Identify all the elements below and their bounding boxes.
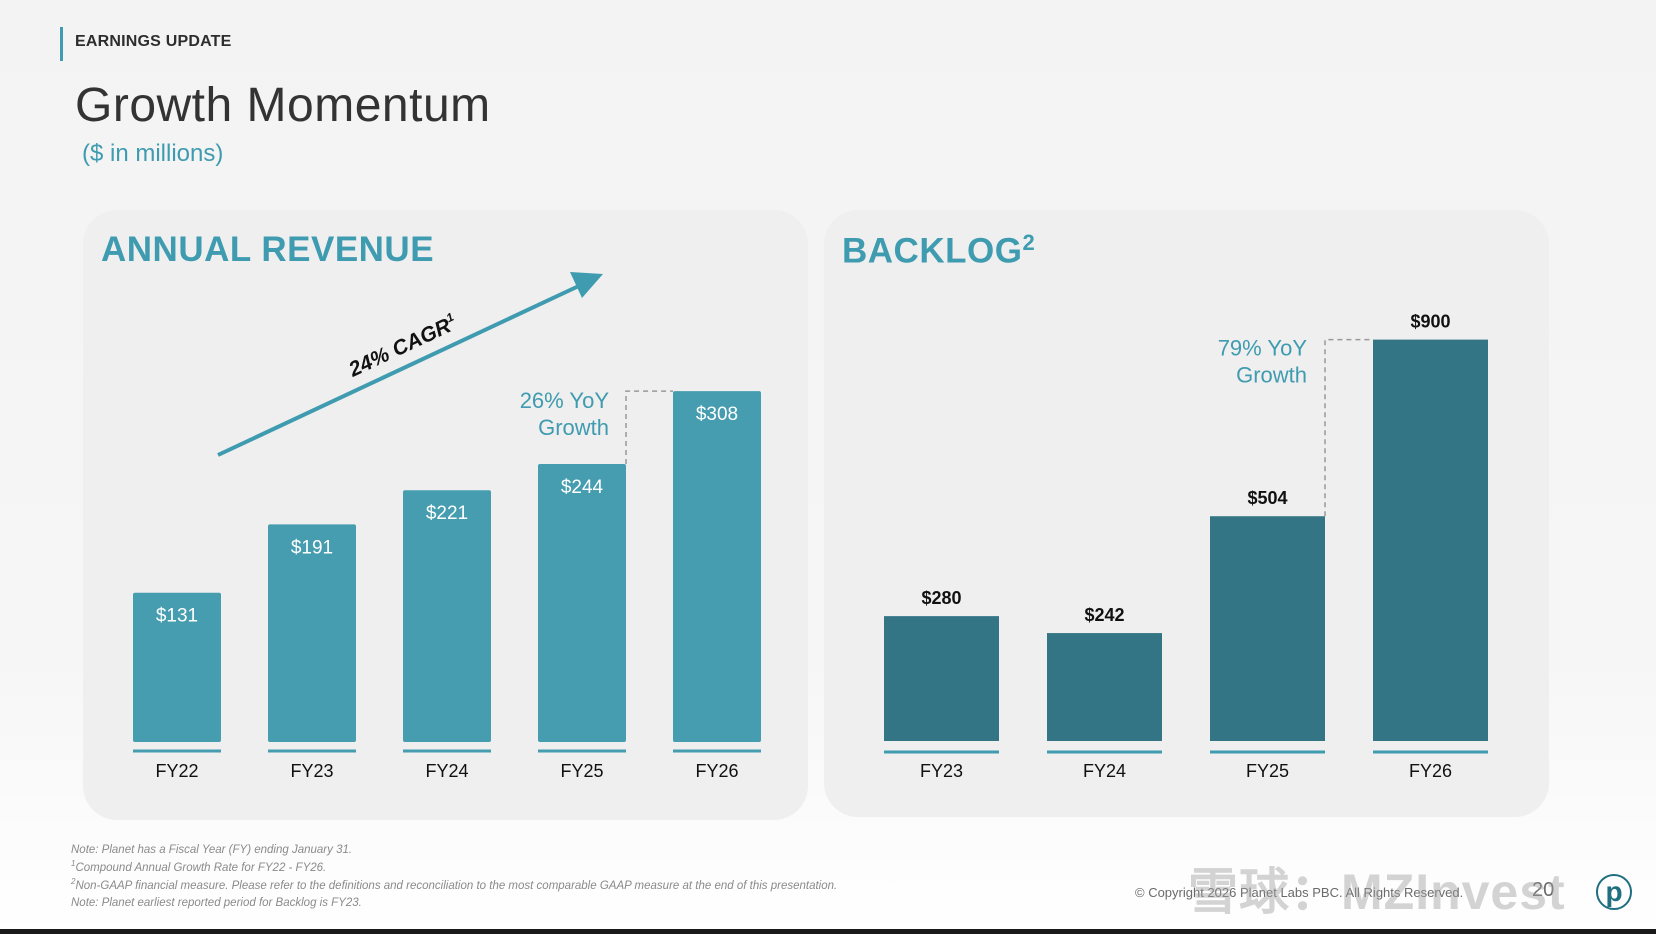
kicker-accent-bar: [60, 27, 63, 61]
revenue-bar: [133, 592, 221, 742]
footnote-text: Non-GAAP financial measure. Please refer…: [75, 879, 838, 892]
backlog-bar: [1373, 339, 1488, 741]
backlog-bar-label: $242: [1084, 605, 1124, 625]
backlog-bar-label: $280: [921, 588, 961, 608]
page-title: Growth Momentum: [75, 79, 491, 132]
footnote-line: 2Non-GAAP financial measure. Please refe…: [71, 875, 837, 893]
backlog-category-label: FY26: [1409, 761, 1452, 781]
revenue-category-label: FY22: [155, 761, 198, 781]
revenue-bar-label: $221: [426, 503, 468, 524]
cagr-label: 24% CAGR1: [344, 310, 461, 382]
revenue-bar: [673, 391, 761, 742]
copyright-text: © Copyright 2026 Planet Labs PBC. All Ri…: [1135, 885, 1464, 900]
backlog-bar: [884, 616, 999, 741]
revenue-yoy-bracket: [625, 390, 673, 464]
revenue-yoy-line1: 26% YoY: [520, 388, 610, 413]
footnote-marker: 1: [71, 858, 76, 868]
backlog-bar-label: $900: [1410, 312, 1450, 332]
backlog-chart: $280 FY23 $242 FY24 $504 FY25 $900 FY26 79% YoYG…: [884, 312, 1488, 781]
backlog-title-text: BACKLOG: [842, 231, 1023, 271]
annual-revenue-panel: ANNUAL REVENUE $131 FY22 $191 FY23 $221 FY24 $…: [83, 210, 808, 820]
revenue-yoy-line2: Growth: [538, 415, 609, 440]
annual-revenue-chart: $131 FY22 $191 FY23 $221 FY24 $244 FY25 $308 FY26…: [133, 272, 761, 781]
cagr-footnote-marker: 1: [444, 310, 456, 326]
revenue-bar: [403, 490, 491, 742]
backlog-title-footnote: 2: [1022, 230, 1036, 255]
footnote-marker: 2: [71, 876, 76, 886]
footnote-text: Compound Annual Growth Rate for FY22 - F…: [75, 861, 327, 874]
revenue-bar-label: $244: [561, 477, 604, 498]
planet-logo: p: [1596, 874, 1632, 910]
backlog-category-label: FY23: [920, 761, 963, 781]
annual-revenue-title: ANNUAL REVENUE: [101, 230, 435, 269]
page-subtitle: ($ in millions): [82, 140, 224, 167]
section-kicker: EARNINGS UPDATE: [75, 33, 232, 50]
cagr-arrow-head: [570, 272, 603, 298]
backlog-yoy-bracket: [1324, 338, 1373, 517]
backlog-category-label: FY25: [1246, 761, 1289, 781]
backlog-bar-label: $504: [1247, 488, 1287, 508]
footnote-text: Note: Planet has a Fiscal Year (FY) endi…: [71, 843, 353, 856]
backlog-bar: [1047, 633, 1162, 741]
footnote-line: Note: Planet earliest reported period fo…: [71, 892, 837, 910]
revenue-category-label: FY26: [695, 761, 738, 781]
backlog-bar: [1210, 516, 1325, 741]
footnote-line: 1Compound Annual Growth Rate for FY22 - …: [71, 857, 837, 875]
revenue-bar-label: $191: [291, 537, 333, 558]
cagr-arrow-line: [217, 282, 584, 457]
watermark: 雪球：MZInvest: [1188, 864, 1566, 920]
backlog-panel: BACKLOG2 $280 FY23 $242 FY24 $504 FY25 $900 FY2…: [824, 210, 1549, 817]
footnote-line: Note: Planet has a Fiscal Year (FY) endi…: [71, 839, 837, 857]
bottom-rule: [0, 929, 1656, 934]
revenue-bar-label: $131: [156, 606, 198, 627]
revenue-category-label: FY23: [290, 761, 333, 781]
page-number: 20: [1532, 879, 1555, 901]
backlog-category-label: FY24: [1083, 761, 1126, 781]
backlog-title: BACKLOG2: [842, 230, 1035, 272]
footnote-text: Note: Planet earliest reported period fo…: [71, 897, 362, 910]
revenue-bar-label: $308: [696, 404, 738, 425]
revenue-bar: [538, 463, 626, 742]
backlog-yoy-line1: 79% YoY: [1218, 336, 1308, 361]
backlog-yoy-line2: Growth: [1236, 363, 1307, 388]
footnotes: Note: Planet has a Fiscal Year (FY) endi…: [71, 839, 837, 910]
revenue-category-label: FY25: [560, 761, 603, 781]
revenue-bar: [268, 524, 356, 742]
revenue-category-label: FY24: [425, 761, 468, 781]
